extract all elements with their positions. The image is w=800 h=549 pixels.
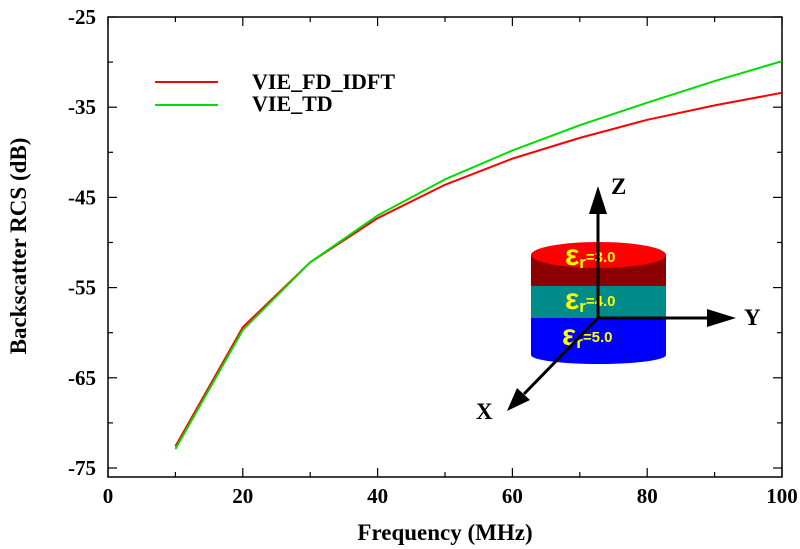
series-line-vie-td	[174, 60, 783, 450]
y-tick-label: -35	[68, 95, 96, 119]
x-tick-label: 80	[637, 484, 658, 508]
y-tick-label: -55	[68, 276, 96, 300]
x-axis-letter: X	[476, 399, 493, 424]
series-group	[174, 60, 783, 450]
x-tick-label: 60	[502, 484, 523, 508]
z-axis-letter: Z	[611, 174, 626, 199]
y-tick-label: -75	[68, 456, 96, 480]
layer-label-middle: εr=4.0	[565, 283, 616, 316]
series-line-vie-fd-idft	[174, 91, 783, 447]
plot-frame	[107, 16, 783, 478]
x-tick-label: 0	[103, 484, 114, 508]
layer-label-top: εr=3.0	[565, 239, 616, 272]
cylinder-inset: εr=3.0 εr=4.0 εr=5.0 Z Y X	[476, 174, 761, 424]
x-axis-title: Frequency (MHz)	[357, 520, 532, 545]
cylinder-bottom-ellipse	[531, 346, 666, 364]
x-axis-ticks: 0 20 40 60 80 100	[103, 17, 798, 508]
x-tick-label: 40	[367, 484, 388, 508]
x-axis-arrowhead	[507, 388, 530, 411]
y-axis-arrowhead	[707, 309, 736, 327]
legend-label-vie-fd-idft: VIE_FD_IDFT	[252, 69, 395, 94]
legend-label-vie-td: VIE_TD	[252, 91, 333, 116]
y-tick-label: -65	[68, 366, 96, 390]
y-axis-ticks: -25 -35 -45 -55 -65 -75	[68, 5, 782, 480]
y-tick-label: -25	[68, 5, 96, 29]
x-tick-label: 20	[232, 484, 253, 508]
x-tick-label: 100	[766, 484, 798, 508]
x-axis-line	[522, 316, 600, 396]
z-axis-arrowhead	[589, 186, 607, 214]
y-tick-label: -45	[68, 185, 96, 209]
legend: VIE_FD_IDFT VIE_TD	[155, 69, 395, 116]
y-axis-title: Backscatter RCS (dB)	[6, 138, 31, 355]
y-axis-letter: Y	[744, 305, 761, 330]
